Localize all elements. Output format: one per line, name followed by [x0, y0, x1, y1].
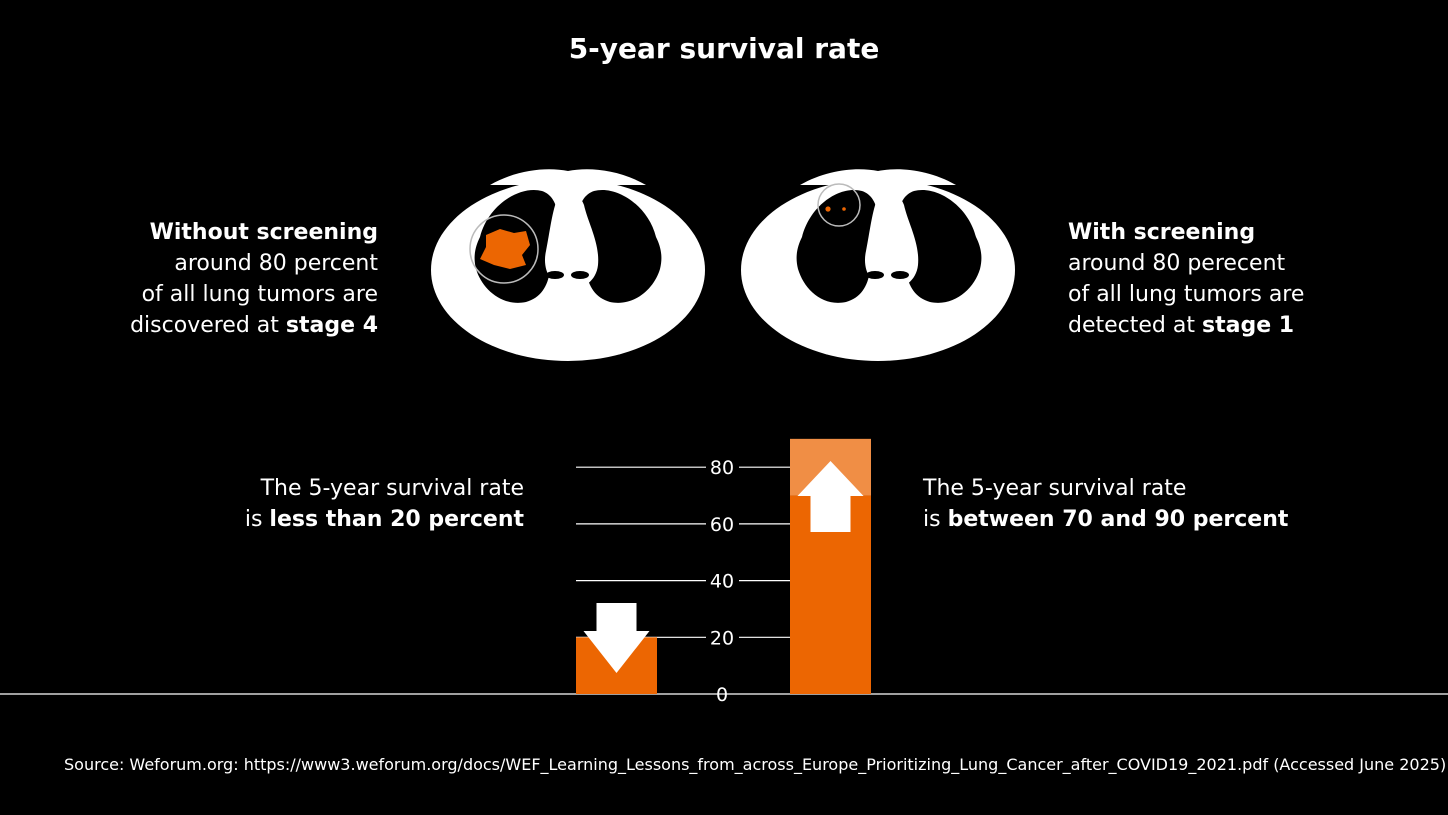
y-tick-label-0: 0 [716, 684, 728, 706]
nodule-2 [842, 207, 846, 211]
y-tick-label-60: 60 [710, 514, 734, 536]
source-citation: Source: Weforum.org: https://www3.weforu… [64, 755, 1447, 774]
without-screening-line3: discovered at stage 4 [130, 310, 378, 341]
survival-rate-left-text: The 5-year survival rate is less than 20… [245, 473, 524, 535]
up-arrow-icon [797, 461, 864, 532]
survival-rate-left-line1: The 5-year survival rate [260, 476, 524, 501]
without-screening-heading: Without screening [149, 220, 378, 245]
without-screening-line3-prefix: discovered at [130, 313, 286, 338]
without-screening-line1: around 80 percent [174, 251, 378, 276]
down-arrow-icon [583, 603, 650, 673]
survival-rate-right-value: between 70 and 90 percent [947, 507, 1289, 532]
survival-rate-right-line1: The 5-year survival rate [923, 476, 1187, 501]
survival-rate-left-prefix: is [244, 507, 270, 532]
nodule-1 [825, 206, 831, 212]
with-screening-line3: detected at stage 1 [1068, 310, 1304, 341]
with-screening-stage: stage 1 [1201, 313, 1295, 338]
with-screening-line1: around 80 perecent [1068, 251, 1286, 276]
survival-rate-left-value: less than 20 percent [269, 507, 524, 532]
y-tick-label-20: 20 [710, 627, 734, 649]
chart-title: 5-year survival rate [568, 32, 880, 65]
without-screening-line2: of all lung tumors are [141, 282, 378, 307]
survival-rate-right-text: The 5-year survival rate is between 70 a… [923, 473, 1288, 535]
survival-rate-left-line2: is less than 20 percent [245, 504, 524, 535]
with-screening-description: With screening around 80 perecent of all… [1068, 217, 1304, 341]
with-screening-line2: of all lung tumors are [1068, 282, 1305, 307]
y-tick-label-80: 80 [710, 457, 734, 479]
lung-ct-scan-small-nodules-icon [741, 169, 1015, 361]
without-screening-description: Without screening around 80 percent of a… [130, 217, 378, 341]
with-screening-line3-prefix: detected at [1068, 313, 1202, 338]
survival-rate-right-prefix: is [923, 507, 948, 532]
with-screening-heading: With screening [1068, 220, 1256, 245]
survival-rate-right-line2: is between 70 and 90 percent [923, 504, 1288, 535]
tumor-shape [480, 229, 530, 269]
survival-bar-chart: 0 20 40 60 80 [0, 438, 1448, 706]
lung-ct-scan-large-tumor-icon [431, 169, 705, 361]
y-tick-label-40: 40 [710, 571, 734, 593]
without-screening-stage: stage 4 [285, 313, 378, 338]
